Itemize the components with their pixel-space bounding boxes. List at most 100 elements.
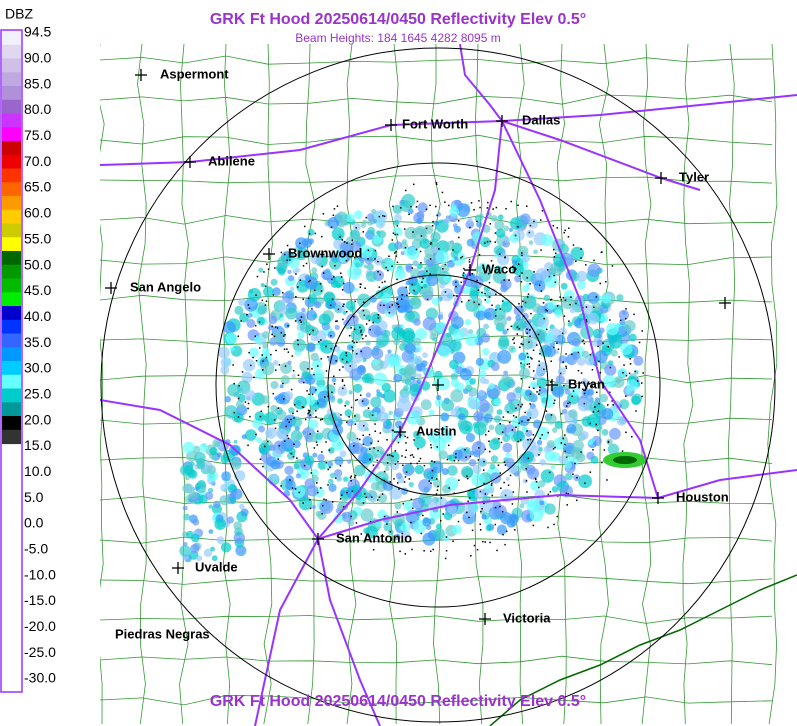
echo-speck xyxy=(491,482,493,485)
echo-speck xyxy=(322,213,325,215)
echo-speck xyxy=(310,472,312,474)
echo xyxy=(604,364,617,376)
echo xyxy=(613,456,637,464)
echo xyxy=(220,454,230,464)
echo-speck xyxy=(549,491,552,493)
echo-speck xyxy=(515,268,517,270)
echo-speck xyxy=(554,446,556,449)
echo xyxy=(433,220,439,226)
echo xyxy=(260,361,275,376)
echo-speck xyxy=(321,235,323,238)
echo xyxy=(280,362,292,374)
echo xyxy=(442,484,451,494)
echo-speck xyxy=(274,326,277,328)
echo-speck xyxy=(302,265,305,267)
echo xyxy=(364,427,369,432)
echo xyxy=(475,357,484,366)
echo xyxy=(512,266,518,272)
legend-label: 30.0 xyxy=(24,360,51,376)
echo xyxy=(616,415,627,426)
echo xyxy=(375,290,384,298)
echo xyxy=(472,464,482,474)
city-label: Brownwood xyxy=(288,245,362,260)
echo-speck xyxy=(309,410,311,412)
echo-speck xyxy=(431,469,434,472)
echo-speck xyxy=(354,415,356,417)
echo-speck xyxy=(316,482,318,484)
echo-speck xyxy=(571,353,573,355)
echo xyxy=(431,246,439,254)
echo-speck xyxy=(481,291,483,294)
echo xyxy=(233,439,238,444)
echo xyxy=(558,455,568,465)
echo-speck xyxy=(426,298,429,301)
echo xyxy=(394,502,402,510)
echo-speck xyxy=(282,292,284,294)
echo-speck xyxy=(386,454,389,456)
echo-speck xyxy=(313,289,316,292)
echo-speck xyxy=(428,480,430,482)
echo xyxy=(450,408,460,418)
echo xyxy=(312,313,318,319)
echo xyxy=(606,322,619,336)
echo-speck xyxy=(377,440,379,443)
echo-speck xyxy=(248,351,250,354)
echo xyxy=(220,542,232,553)
echo-speck xyxy=(638,341,641,344)
echo-speck xyxy=(317,365,319,367)
echo xyxy=(332,275,345,288)
echo xyxy=(462,367,467,373)
echo-speck xyxy=(550,414,553,416)
echo xyxy=(331,438,345,451)
echo-speck xyxy=(247,444,249,447)
echo-speck xyxy=(237,335,239,337)
echo xyxy=(566,423,577,434)
echo-speck xyxy=(316,444,319,446)
echo-speck xyxy=(444,201,446,203)
echo-speck xyxy=(336,205,339,207)
echo-speck xyxy=(438,248,440,250)
echo-speck xyxy=(564,229,566,232)
echo-speck xyxy=(249,415,251,418)
echo-speck xyxy=(379,432,382,434)
echo xyxy=(494,265,503,275)
echo xyxy=(568,409,578,419)
echo xyxy=(450,373,458,381)
echo xyxy=(373,411,378,417)
echo-speck xyxy=(584,389,586,392)
echo-speck xyxy=(423,464,426,467)
echo xyxy=(368,377,375,384)
echo xyxy=(292,440,301,449)
echo-speck xyxy=(362,301,365,303)
echo-speck xyxy=(295,296,297,298)
echo-speck xyxy=(290,452,293,455)
echo-speck xyxy=(359,438,361,441)
echo-speck xyxy=(325,461,328,464)
echo xyxy=(589,400,604,415)
echo-speck xyxy=(595,296,598,298)
echo-speck xyxy=(538,360,540,362)
echo xyxy=(182,483,193,494)
echo xyxy=(596,339,604,346)
echo-speck xyxy=(408,478,411,480)
echo-speck xyxy=(488,296,491,298)
echo-speck xyxy=(521,252,523,254)
echo-speck xyxy=(276,327,279,329)
echo-speck xyxy=(561,332,564,335)
echo-speck xyxy=(307,409,310,412)
echo-speck xyxy=(286,244,289,247)
echo xyxy=(242,358,256,372)
echo xyxy=(295,237,308,250)
echo-speck xyxy=(445,536,448,538)
echo-speck xyxy=(297,339,299,341)
echo-speck xyxy=(233,382,235,385)
echo-speck xyxy=(396,233,399,236)
echo xyxy=(552,385,565,398)
subtitle: Beam Heights: 184 1645 4282 8095 m xyxy=(295,31,500,45)
echo-speck xyxy=(522,300,524,302)
echo-speck xyxy=(322,272,325,274)
echo xyxy=(412,260,419,267)
echo-speck xyxy=(546,328,548,331)
echo-speck xyxy=(271,333,273,336)
echo-speck xyxy=(568,320,570,322)
